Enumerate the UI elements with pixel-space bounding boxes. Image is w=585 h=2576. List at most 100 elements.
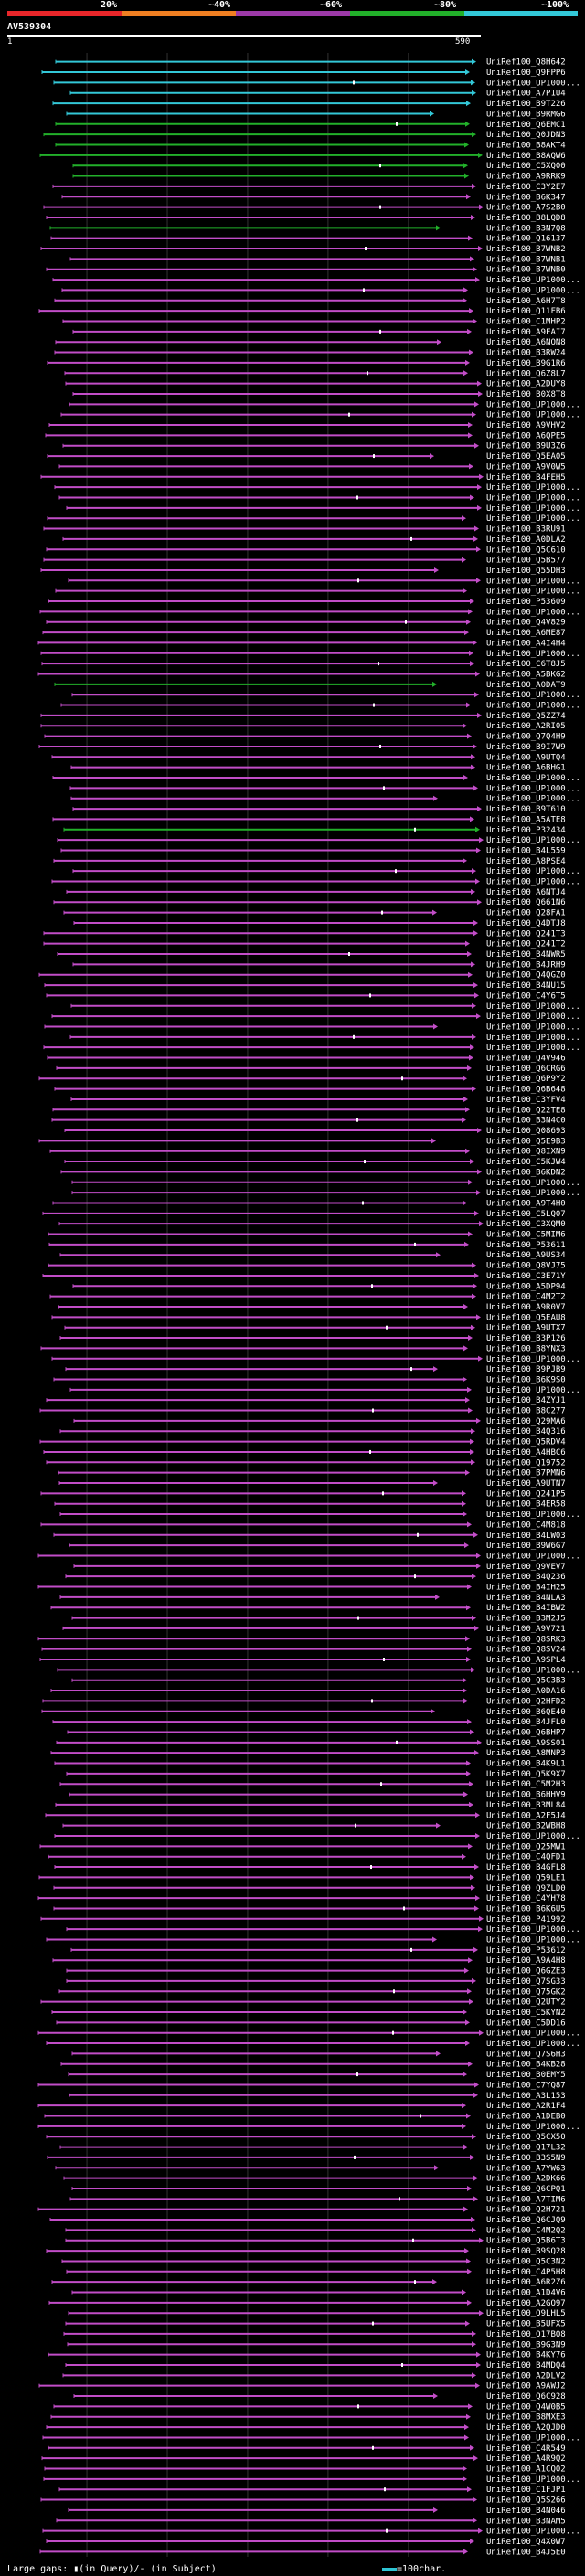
hit-arrow — [463, 2072, 467, 2078]
hit-arrow — [475, 671, 480, 677]
hit-label: UniRef100_B3NAM5 — [486, 2517, 566, 2526]
hit-arrow — [463, 775, 468, 781]
gap-marker — [399, 2197, 400, 2201]
hit-arrow — [469, 349, 473, 355]
hit-label: UniRef100_A4R9Q2 — [486, 2454, 566, 2464]
hit-arrow — [474, 992, 479, 999]
hit-arrow — [462, 1117, 466, 1123]
hit-label: UniRef100_C4R549 — [486, 2444, 566, 2454]
hit-arrow — [470, 599, 474, 605]
hit-arrow — [471, 1428, 475, 1435]
hit-label: UniRef100_B0EMY5 — [486, 2071, 566, 2080]
hit-arrow — [469, 308, 473, 314]
gap-marker — [410, 1947, 412, 1952]
hit-label: UniRef100_Q8IXN9 — [486, 1148, 566, 1157]
hit-label: UniRef100_UP1000... — [486, 1832, 580, 1841]
gap-marker — [412, 2238, 414, 2242]
hit-arrow — [436, 2051, 441, 2057]
gap-marker — [362, 1201, 364, 1205]
hit-label: UniRef100_UP1000... — [486, 483, 580, 493]
gap-marker — [414, 827, 416, 832]
hit-arrow — [470, 1044, 474, 1051]
gap-marker — [380, 1782, 382, 1786]
footer-scale-legend: =100char. — [382, 2564, 446, 2574]
hit-arrow — [477, 484, 482, 491]
hit-arrow — [474, 1625, 479, 1631]
hit-arrow — [474, 401, 479, 408]
hit-arrow — [475, 1895, 480, 1902]
hit-arrow — [467, 733, 472, 739]
hit-arrow — [473, 2518, 477, 2524]
hit-arrow — [469, 1055, 473, 1061]
gap-marker — [353, 80, 355, 85]
hit-label: UniRef100_Q4W0B5 — [486, 2402, 566, 2412]
gap-marker — [372, 2321, 374, 2326]
hit-label: UniRef100_P41992 — [486, 1915, 566, 1924]
hit-label: UniRef100_Q4X0W7 — [486, 2538, 566, 2547]
hit-label: UniRef100_B9G3N9 — [486, 2340, 566, 2349]
hit-label: UniRef100_B4ER58 — [486, 1500, 566, 1510]
hit-label: UniRef100_Q6GZE3 — [486, 1967, 566, 1977]
hit-arrow — [433, 1023, 438, 1030]
legend-segment-100 — [464, 11, 578, 16]
hit-arrow — [472, 1002, 476, 1009]
hit-label: UniRef100_A0DA16 — [486, 1687, 566, 1696]
hit-label: UniRef100_Q6C928 — [486, 2392, 566, 2401]
hit-arrow — [462, 2123, 466, 2129]
hit-label: UniRef100_C6T8J5 — [486, 660, 566, 669]
hit-label: UniRef100_B4NU15 — [486, 981, 566, 991]
hit-label: UniRef100_A6QPE5 — [486, 431, 566, 440]
hit-arrow — [463, 1698, 468, 1704]
hit-arrow — [470, 1448, 474, 1455]
hit-arrow — [468, 971, 473, 978]
hit-arrow — [472, 1262, 476, 1268]
hit-arrow — [472, 2341, 476, 2348]
hit-arrow — [473, 1532, 478, 1538]
hit-arrow — [465, 1397, 470, 1404]
hit-label: UniRef100_Q5C3B3 — [486, 1677, 566, 1686]
hit-label: UniRef100_A9AWJ2 — [486, 2382, 566, 2391]
hit-label: UniRef100_Q4QGZ0 — [486, 971, 566, 981]
hit-label: UniRef100_Q17BQ8 — [486, 2330, 566, 2339]
hit-label: UniRef100_UP1000... — [486, 400, 580, 409]
hit-label: UniRef100_UP1000... — [486, 1355, 580, 1364]
hit-arrow — [478, 390, 483, 397]
hit-arrow — [473, 785, 478, 791]
hit-label: UniRef100_C5KJW4 — [486, 1158, 566, 1167]
hit-arrow — [463, 857, 467, 864]
hit-label: UniRef100_UP1000... — [486, 795, 580, 804]
hit-arrow — [463, 2144, 468, 2150]
hit-arrow — [468, 422, 473, 429]
hit-label: UniRef100_B4JFL0 — [486, 1718, 566, 1727]
hit-label: UniRef100_A4HBC6 — [486, 1448, 566, 1458]
hit-label: UniRef100_UP1000... — [486, 1936, 580, 1945]
hit-label: UniRef100_A8PSE4 — [486, 857, 566, 866]
hit-arrow — [476, 1013, 481, 1020]
hit-arrow — [475, 878, 480, 885]
hit-arrow — [479, 1221, 484, 1227]
hit-label: UniRef100_UP1000... — [486, 286, 580, 295]
hit-arrow — [479, 2310, 484, 2316]
legend-segment-60 — [236, 11, 350, 16]
hit-label: UniRef100_UP1000... — [486, 608, 580, 617]
gap-marker — [369, 1449, 371, 1454]
hit-label: UniRef100_Q241P5 — [486, 1489, 566, 1499]
hit-arrow — [471, 1884, 475, 1891]
hit-arrow — [475, 277, 480, 283]
hit-label: UniRef100_B9SQ28 — [486, 2247, 566, 2256]
hit-label: UniRef100_A2RI05 — [486, 722, 566, 731]
hit-arrow — [467, 1719, 472, 1725]
hit-arrow — [470, 661, 474, 667]
hit-arrow — [464, 173, 469, 179]
hit-label: UniRef100_Q5C3N2 — [486, 2257, 566, 2266]
hit-arrow — [463, 163, 468, 169]
hit-label: UniRef100_C5KYN2 — [486, 2009, 566, 2018]
hit-arrow — [462, 515, 466, 522]
hit-label: UniRef100_A9US34 — [486, 1251, 566, 1260]
hit-arrow — [472, 411, 476, 418]
legend-label-40: ~40% — [208, 0, 231, 10]
hit-label: UniRef100_A2DLV2 — [486, 2371, 566, 2380]
hit-arrow — [466, 1770, 471, 1776]
hit-label: UniRef100_B4NWR5 — [486, 950, 566, 959]
gap-marker — [382, 1491, 384, 1496]
